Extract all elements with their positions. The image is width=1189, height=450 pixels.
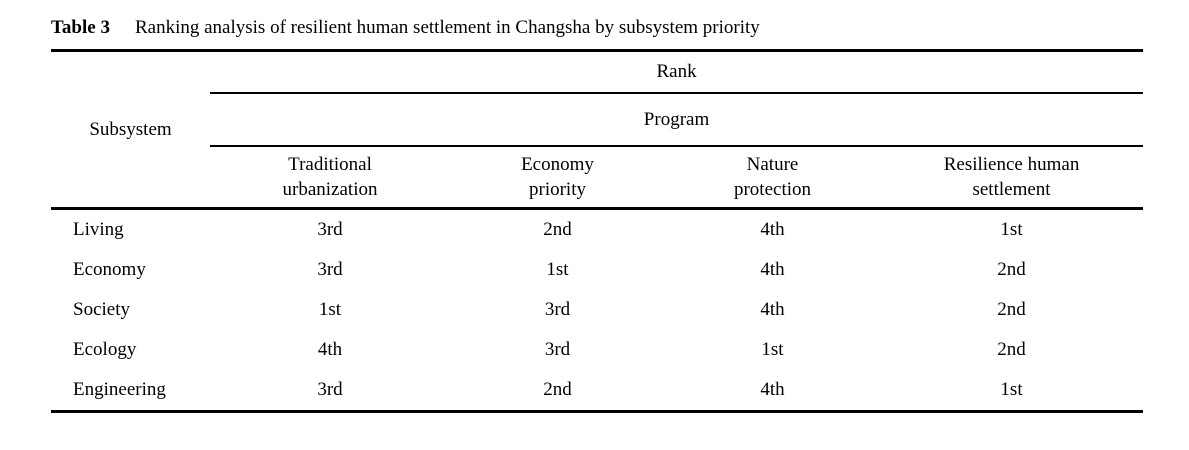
row-label: Ecology — [73, 339, 137, 360]
table-number: Table 3 — [51, 17, 110, 38]
rank-value: 3rd — [317, 259, 343, 280]
table-row-engineering: Engineering 3rd 2nd 4th 1st — [51, 370, 1143, 412]
rank-value: 2nd — [543, 219, 572, 240]
rank-value: 4th — [760, 219, 785, 240]
row-label: Society — [73, 299, 130, 320]
subsystem-column-header: Subsystem — [51, 50, 210, 210]
table-caption: Table 3 Ranking analysis of resilient hum… — [51, 16, 1143, 40]
column-header-economy-priority: Economy priority — [450, 146, 665, 210]
table-row-economy: Economy 3rd 1st 4th 2nd — [51, 250, 1143, 290]
rank-header-row: Subsystem Rank — [51, 50, 1144, 210]
table-row-society: Society 1st 3rd 4th 2nd — [51, 290, 1143, 330]
rank-value: 3rd — [317, 379, 343, 400]
table-block: Table 3 Ranking analysis of resilient hum… — [51, 0, 1144, 413]
rank-value: 4th — [760, 259, 785, 280]
rank-value: 1st — [546, 259, 569, 280]
table-row-ecology: Ecology 4th 3rd 1st 2nd — [51, 330, 1143, 370]
rank-value: 3rd — [544, 299, 571, 320]
rank-value: 2nd — [997, 299, 1026, 320]
rank-value: 4th — [317, 339, 343, 360]
rank-value: 2nd — [543, 379, 572, 400]
table-row-living: Living 3rd 2nd 4th 1st — [51, 209, 1143, 251]
rank-value: 1st — [1000, 379, 1023, 400]
rank-value: 1st — [1000, 219, 1023, 240]
program-group-header: Program — [210, 93, 1144, 147]
ranking-table: Subsystem Rank Program Traditional urban… — [51, 49, 1144, 413]
column-header-traditional-urbanization: Traditional urbanization — [210, 146, 450, 210]
rank-value: 2nd — [997, 259, 1026, 280]
rank-value: 4th — [760, 379, 785, 400]
rank-value: 3rd — [544, 339, 571, 360]
program-columns-row: Traditional urbanization Economy priorit… — [51, 146, 1144, 210]
rank-value: 1st — [318, 299, 342, 320]
row-label: Economy — [73, 259, 146, 280]
rank-group-header: Rank — [210, 50, 1144, 94]
row-label: Living — [73, 219, 124, 240]
program-header-row: Program — [51, 93, 1144, 147]
rank-value: 1st — [761, 339, 784, 360]
row-label: Engineering — [73, 379, 166, 400]
column-header-nature-protection: Nature protection — [665, 146, 880, 210]
table-title: Ranking analysis of resilient human sett… — [134, 17, 760, 38]
rank-value: 4th — [760, 299, 785, 320]
column-header-resilience-human-settlement: Resilience human settlement — [880, 146, 1144, 210]
rank-value: 2nd — [997, 339, 1026, 360]
rank-value: 3rd — [317, 219, 343, 240]
